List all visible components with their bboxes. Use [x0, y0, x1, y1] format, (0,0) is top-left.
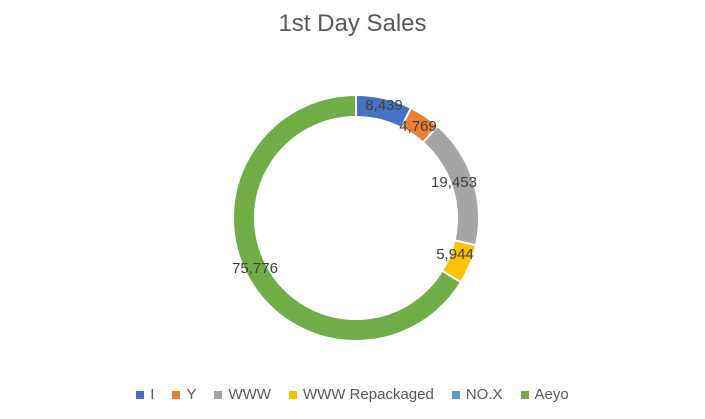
data-label-y: 4,769	[399, 118, 437, 135]
legend-item-y: Y	[172, 386, 196, 403]
legend-label: Aeyo	[534, 386, 569, 403]
legend-label: NO.X	[465, 386, 503, 403]
legend-label: WWW Repackaged	[302, 386, 434, 403]
legend: I Y WWW WWW Repackaged NO.X Aeyo	[0, 386, 705, 403]
data-label-i: 8,439	[365, 97, 403, 114]
legend-label: I	[150, 386, 155, 403]
data-label-aeyo: 75,776	[232, 260, 278, 277]
legend-swatch	[288, 390, 297, 399]
legend-item-www-repackaged: WWW Repackaged	[288, 386, 434, 403]
legend-swatch	[451, 390, 460, 399]
legend-swatch	[214, 390, 223, 399]
legend-swatch	[136, 390, 145, 399]
legend-item-i: I	[136, 386, 154, 403]
slice-aeyo	[232, 93, 463, 342]
legend-label: WWW	[228, 386, 271, 403]
chart-title: 1st Day Sales	[278, 10, 427, 37]
legend-swatch	[520, 390, 529, 399]
legend-item-aeyo: Aeyo	[520, 386, 569, 403]
legend-item-no-x: NO.X	[451, 386, 503, 403]
data-label-www: 19,453	[431, 174, 477, 191]
legend-swatch	[172, 390, 181, 399]
data-label-www-repackaged: 5,944	[436, 246, 474, 263]
legend-label: Y	[186, 386, 197, 403]
legend-item-www: WWW	[214, 386, 271, 403]
